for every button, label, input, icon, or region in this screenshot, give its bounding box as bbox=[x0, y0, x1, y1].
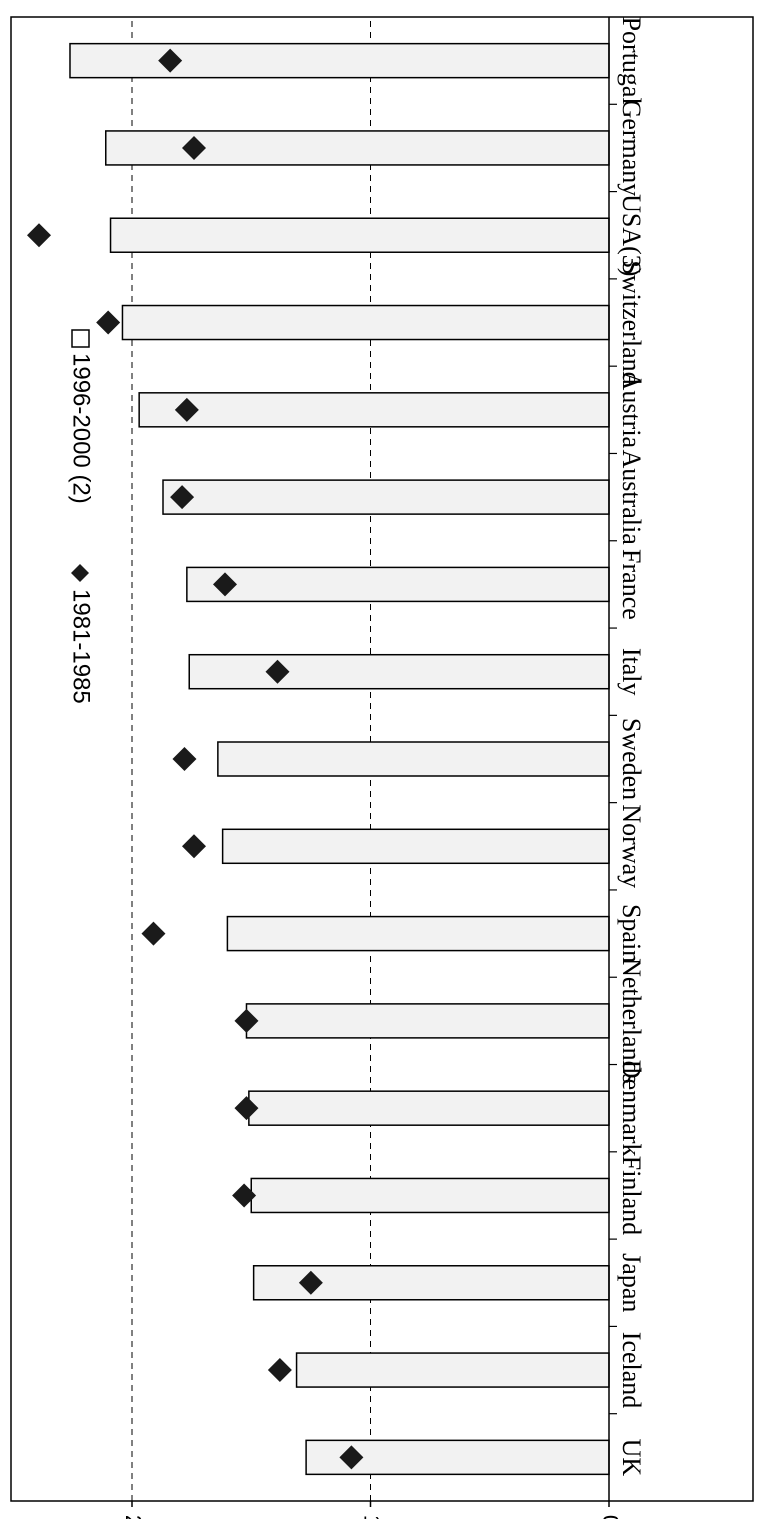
bar-France bbox=[186, 566, 610, 603]
legend-marker-swatch bbox=[71, 564, 89, 582]
bar-Germany bbox=[105, 130, 610, 166]
bar-Finland bbox=[250, 1177, 610, 1214]
marker-Switzerland bbox=[96, 310, 121, 335]
legend-bar-swatch bbox=[71, 329, 90, 348]
legend: 1996-2000 (2) 1981-1985 bbox=[68, 329, 95, 704]
category-label-Australia: Australia bbox=[617, 449, 646, 545]
marker-Austria bbox=[174, 397, 199, 422]
category-label-Japan: Japan bbox=[617, 1253, 646, 1312]
category-label-USA(3): USA(3) bbox=[617, 194, 646, 276]
bar-Italy bbox=[188, 653, 610, 690]
category-label-Germany: Germany bbox=[617, 100, 646, 197]
category-labels: UKIcelandJapanFinlandDenmarkNetherlandsS… bbox=[617, 17, 646, 1477]
category-label-Denmark: Denmark bbox=[617, 1060, 646, 1157]
category-label-Italy: Italy bbox=[617, 648, 646, 696]
category-label-Netherlands: Netherlands bbox=[617, 958, 646, 1084]
category-label-Spain: Spain bbox=[617, 904, 646, 963]
tick-label-0: 0 bbox=[598, 1515, 623, 1519]
marker-Netherlands bbox=[234, 1008, 259, 1033]
marker-France bbox=[213, 572, 238, 597]
marker-Portugal bbox=[158, 48, 183, 73]
markers bbox=[26, 48, 364, 1470]
category-label-Portugal: Portugal bbox=[617, 17, 646, 105]
bar-Australia bbox=[162, 479, 610, 515]
category-label-Iceland: Iceland bbox=[617, 1332, 646, 1409]
bar-Denmark bbox=[248, 1090, 610, 1126]
marker-Finland bbox=[232, 1183, 257, 1208]
tick-label-1: 1 bbox=[360, 1515, 385, 1519]
category-label-Sweden: Sweden bbox=[617, 718, 646, 800]
bar-Norway bbox=[221, 828, 610, 865]
marker-Japan bbox=[298, 1270, 323, 1295]
plot-frame bbox=[10, 16, 754, 1502]
marker-Norway bbox=[182, 834, 207, 859]
marker-Germany bbox=[182, 135, 207, 160]
legend-label-marker: 1981-1985 bbox=[68, 589, 95, 704]
bars bbox=[69, 42, 610, 1476]
bar-USA(3) bbox=[109, 217, 610, 253]
marker-Australia bbox=[170, 485, 195, 510]
tick-labels: 0 1 2 bbox=[121, 1515, 623, 1524]
category-label-Switzerland: Switzerland bbox=[617, 260, 646, 384]
legend-box: 1996-2000 (2) 1981-1985 bbox=[68, 329, 95, 704]
category-label-UK: UK bbox=[617, 1439, 646, 1477]
bar-Sweden bbox=[217, 741, 610, 777]
bar-Spain bbox=[226, 915, 610, 952]
marker-UK bbox=[339, 1445, 364, 1470]
marker-Iceland bbox=[267, 1358, 292, 1383]
axes bbox=[10, 16, 754, 1507]
marker-Spain bbox=[141, 921, 166, 946]
legend-label-bar: 1996-2000 (2) bbox=[68, 353, 95, 504]
category-label-Austria: Austria bbox=[617, 372, 646, 449]
bar-Iceland bbox=[295, 1352, 610, 1388]
marker-Italy bbox=[265, 659, 290, 684]
marker-Denmark bbox=[234, 1096, 259, 1121]
bar-Switzerland bbox=[121, 304, 610, 341]
marker-USA(3) bbox=[26, 223, 51, 248]
category-label-Finland: Finland bbox=[617, 1156, 646, 1235]
marker-Sweden bbox=[172, 747, 197, 771]
category-label-Norway: Norway bbox=[617, 804, 646, 888]
bar-Portugal bbox=[69, 42, 610, 79]
tick-label-2: 2 bbox=[121, 1515, 146, 1519]
category-label-France: France bbox=[617, 549, 646, 620]
bar-Netherlands bbox=[245, 1003, 610, 1039]
bar-Austria bbox=[138, 392, 610, 428]
